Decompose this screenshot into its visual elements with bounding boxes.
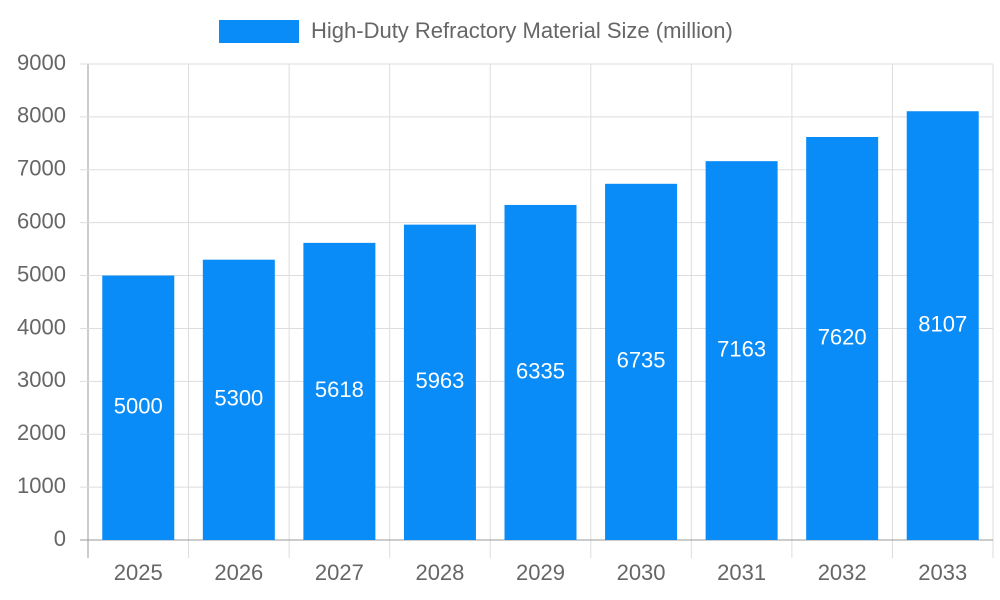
legend-swatch (219, 20, 299, 43)
data-label: 7163 (717, 336, 766, 361)
bar (102, 275, 175, 540)
x-tick-label: 2030 (617, 560, 666, 585)
y-tick-label: 8000 (17, 103, 66, 128)
x-tick-label: 2026 (214, 560, 263, 585)
x-tick-label: 2027 (315, 560, 364, 585)
y-tick-label: 0 (54, 526, 66, 551)
bar (504, 204, 577, 540)
data-label: 5618 (315, 377, 364, 402)
x-tick-label: 2032 (818, 560, 867, 585)
data-label: 8107 (918, 311, 967, 336)
y-tick-label: 3000 (17, 367, 66, 392)
y-tick-label: 2000 (17, 420, 66, 445)
y-tick-label: 5000 (17, 261, 66, 286)
data-label: 6735 (617, 348, 666, 373)
x-tick-label: 2033 (918, 560, 967, 585)
data-label: 5963 (415, 368, 464, 393)
bar (906, 111, 979, 541)
data-label: 7620 (818, 324, 867, 349)
y-tick-label: 9000 (17, 50, 66, 75)
bar (303, 242, 376, 540)
bar (202, 259, 275, 540)
legend-label: High-Duty Refractory Material Size (mill… (311, 18, 733, 43)
y-tick-label: 7000 (17, 156, 66, 181)
bar (806, 136, 879, 540)
y-tick-label: 4000 (17, 314, 66, 339)
x-tick-label: 2025 (114, 560, 163, 585)
data-label: 5300 (214, 386, 263, 411)
x-tick-label: 2028 (415, 560, 464, 585)
bar (403, 224, 476, 541)
data-label: 6335 (516, 358, 565, 383)
bar (605, 183, 678, 540)
y-tick-label: 6000 (17, 208, 66, 233)
bar (705, 161, 778, 540)
x-tick-label: 2031 (717, 560, 766, 585)
data-label: 5000 (114, 394, 163, 419)
y-tick-label: 1000 (17, 473, 66, 498)
x-tick-label: 2029 (516, 560, 565, 585)
